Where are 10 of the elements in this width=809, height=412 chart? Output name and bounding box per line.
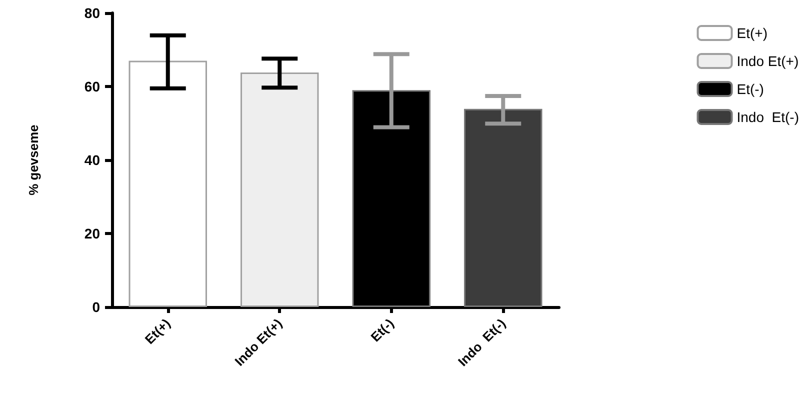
y-tick-label: 80	[84, 5, 100, 21]
y-tick-label: 40	[84, 152, 100, 168]
legend-label: Indo Et(-)	[736, 109, 800, 125]
legend-label: Indo Et(+)	[736, 53, 799, 69]
y-tick-label: 0	[92, 299, 100, 315]
y-tick-label: 20	[84, 226, 100, 242]
legend-label: Et(+)	[736, 25, 768, 41]
y-tick-label: 60	[84, 78, 100, 94]
y-axis-title: % gevseme	[26, 124, 41, 196]
legend-label: Et(-)	[736, 81, 764, 97]
